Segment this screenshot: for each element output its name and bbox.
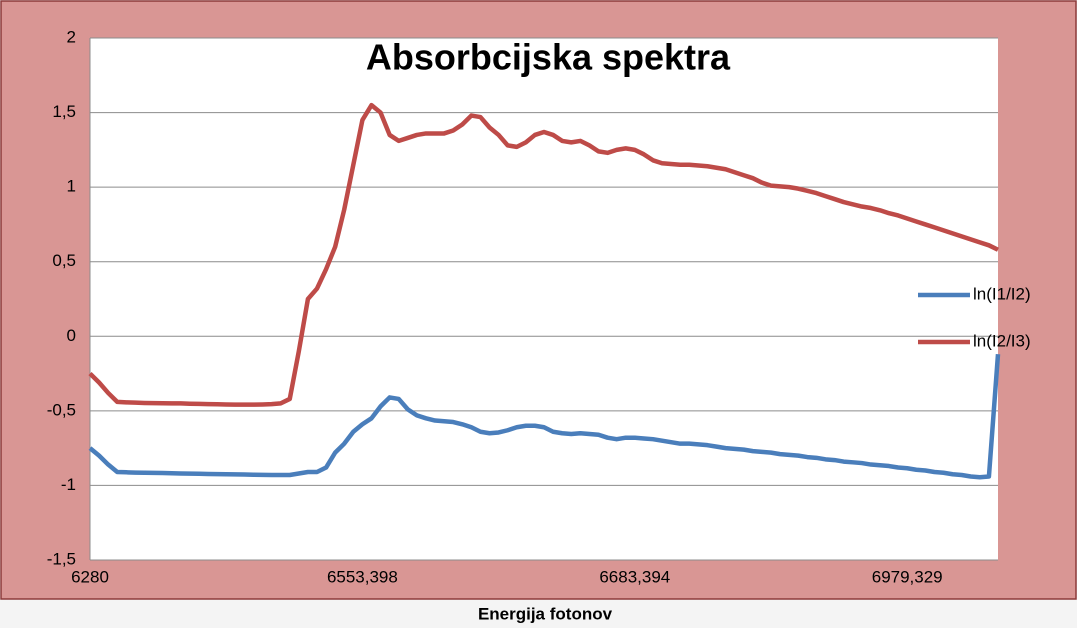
data-line: [88, 354, 1001, 480]
x-tick-label: 6683,394: [599, 567, 670, 586]
y-tick-label: 0,5: [52, 251, 76, 270]
y-tick-label: 1: [67, 177, 76, 196]
y-tick-label: -0,5: [47, 400, 76, 419]
legend-label: ln(I2/I3): [973, 331, 1031, 350]
x-axis-title: Energija fotonov: [478, 604, 613, 623]
chart-title: Absorbcijska spektra: [366, 37, 731, 78]
y-tick-label: 1,5: [52, 102, 76, 121]
plot-area: [90, 38, 998, 560]
legend-label: ln(I1/I2): [973, 284, 1031, 303]
x-tick-label: 6553,398: [327, 567, 398, 586]
y-tick-label: 2: [67, 27, 76, 46]
y-tick-label: -1: [61, 475, 76, 494]
x-tick-label: 6979,329: [872, 567, 943, 586]
y-tick-label: -1,5: [47, 549, 76, 568]
x-tick-label: 6280: [71, 567, 109, 586]
data-line: [88, 102, 999, 407]
y-tick-label: 0: [67, 326, 76, 345]
